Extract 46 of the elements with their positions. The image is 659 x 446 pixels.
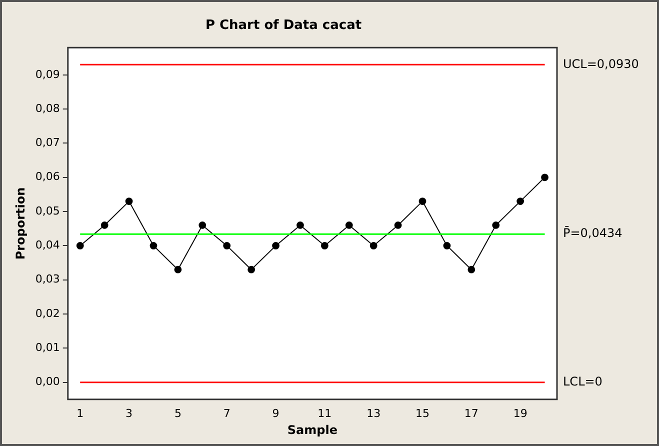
- point: [223, 242, 231, 250]
- ref-line-label: P̄=0,0434: [563, 226, 622, 240]
- point: [174, 266, 182, 274]
- y-tick-label: 0,09: [35, 68, 60, 81]
- y-tick-label: 0,04: [35, 238, 60, 252]
- point: [76, 242, 84, 250]
- point: [541, 174, 548, 182]
- point: [345, 222, 353, 229]
- point: [394, 222, 402, 229]
- ref-line-label: LCL=0: [563, 374, 602, 388]
- x-tick-label: 13: [366, 406, 381, 420]
- point: [248, 266, 256, 274]
- x-tick-label: 9: [272, 406, 280, 420]
- point: [272, 242, 280, 250]
- y-tick-label: 0,01: [35, 341, 60, 354]
- x-tick-label: 3: [126, 406, 133, 420]
- y-tick-label: 0,07: [35, 136, 60, 150]
- x-tick-label: 7: [223, 406, 230, 420]
- y-tick-label: 0,05: [35, 204, 60, 218]
- y-tick-label: 0,02: [35, 306, 60, 320]
- x-tick-label: 17: [464, 406, 478, 420]
- ref-line-label: UCL=0,0930: [563, 56, 639, 71]
- point: [296, 222, 304, 229]
- x-tick-label: 5: [174, 406, 182, 420]
- y-tick-label: 0,06: [35, 170, 60, 184]
- point: [492, 222, 500, 229]
- y-tick-label: 0,08: [35, 102, 60, 115]
- chart-title: P Chart of Data cacat: [205, 18, 362, 34]
- y-tick-label: 0,00: [35, 375, 60, 388]
- x-tick-label: 1: [76, 406, 84, 420]
- x-axis-title: Sample: [287, 422, 338, 437]
- point: [198, 222, 206, 229]
- x-tick-label: 19: [513, 406, 528, 420]
- x-tick-label: 11: [318, 406, 332, 420]
- y-axis-title: Proportion: [13, 187, 28, 260]
- point: [125, 198, 133, 205]
- point: [468, 266, 476, 274]
- y-tick-label: 0,03: [35, 272, 60, 286]
- point: [100, 222, 108, 229]
- point: [370, 242, 378, 250]
- x-tick-label: 15: [415, 406, 430, 420]
- point: [418, 198, 426, 205]
- point: [516, 198, 524, 205]
- point: [320, 242, 328, 250]
- point: [150, 242, 158, 250]
- point: [443, 242, 451, 250]
